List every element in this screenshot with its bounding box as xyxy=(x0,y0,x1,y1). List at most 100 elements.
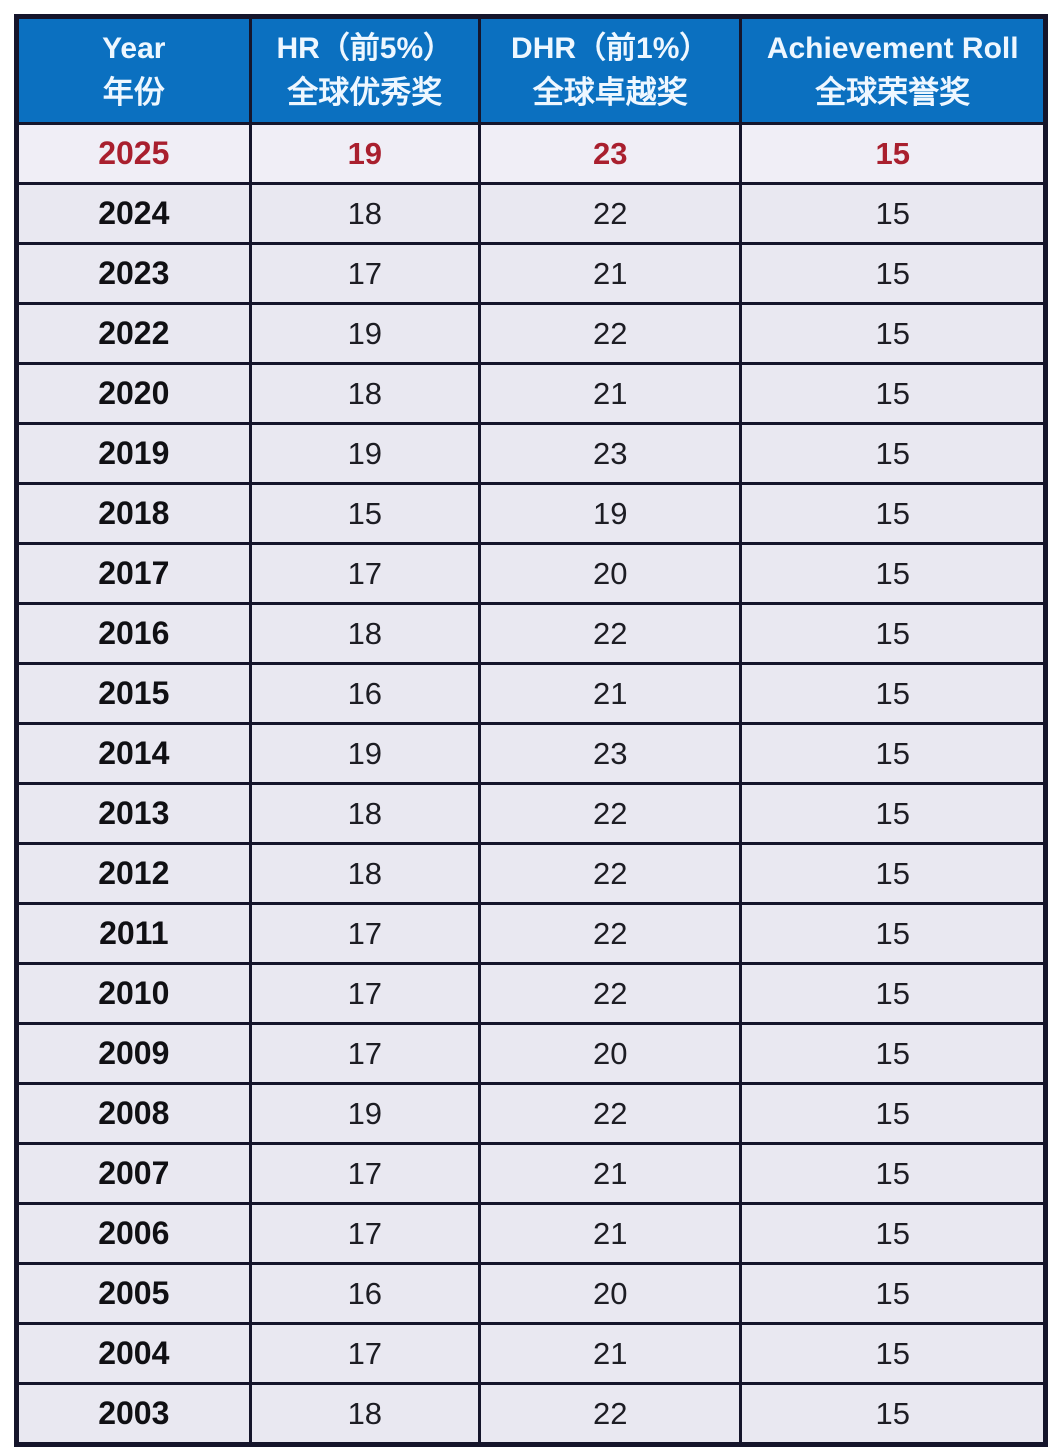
year-cell: 2018 xyxy=(15,482,252,545)
header-year-en: Year xyxy=(102,32,166,66)
table-row: 2012 18 22 15 xyxy=(15,842,1047,905)
awards-table: Year 年份 HR（前5%） 全球优秀奖 DHR（前1%） 全球卓越奖 Achieveme… xyxy=(14,14,1048,1447)
ar-cell: 15 xyxy=(739,662,1047,725)
hr-cell: 18 xyxy=(248,362,482,425)
hr-cell: 18 xyxy=(248,182,482,245)
header-year: Year 年份 xyxy=(15,15,252,125)
dhr-cell: 22 xyxy=(478,602,743,665)
header-year-zh: 年份 xyxy=(102,75,165,111)
ar-cell: 15 xyxy=(739,902,1047,965)
header-dhr-en: DHR（前1%） xyxy=(511,32,710,66)
ar-cell: 15 xyxy=(739,1022,1047,1085)
dhr-cell: 21 xyxy=(478,662,743,725)
year-cell: 2022 xyxy=(15,302,252,365)
year-cell: 2014 xyxy=(15,722,252,785)
header-ar-en: Achievement Roll xyxy=(766,32,1019,66)
hr-cell: 17 xyxy=(248,1022,482,1085)
dhr-cell: 22 xyxy=(478,1082,743,1145)
table-row: 2009 17 20 15 xyxy=(15,1022,1047,1085)
table-row: 2006 17 21 15 xyxy=(15,1202,1047,1265)
year-cell: 2016 xyxy=(15,602,252,665)
ar-cell: 15 xyxy=(739,182,1047,245)
ar-cell: 15 xyxy=(739,122,1047,185)
table-row: 2018 15 19 15 xyxy=(15,482,1047,545)
year-cell: 2007 xyxy=(15,1142,252,1205)
ar-cell: 15 xyxy=(739,1142,1047,1205)
table-row: 2015 16 21 15 xyxy=(15,662,1047,725)
year-cell: 2011 xyxy=(15,902,252,965)
year-cell: 2025 xyxy=(15,122,252,185)
dhr-cell: 23 xyxy=(478,122,743,185)
header-row: Year 年份 HR（前5%） 全球优秀奖 DHR（前1%） 全球卓越奖 Achieveme… xyxy=(15,15,1047,125)
header-ar: Achievement Roll 全球荣誉奖 xyxy=(739,15,1047,125)
year-cell: 2012 xyxy=(15,842,252,905)
dhr-cell: 22 xyxy=(478,182,743,245)
table-row: 2010 17 22 15 xyxy=(15,962,1047,1025)
ar-cell: 15 xyxy=(739,962,1047,1025)
table-row: 2017 17 20 15 xyxy=(15,542,1047,605)
header-dhr: DHR（前1%） 全球卓越奖 xyxy=(478,15,743,125)
ar-cell: 15 xyxy=(739,1202,1047,1265)
hr-cell: 19 xyxy=(248,1082,482,1145)
table-row: 2024 18 22 15 xyxy=(15,182,1047,245)
hr-cell: 17 xyxy=(248,1322,482,1385)
table-row: 2008 19 22 15 xyxy=(15,1082,1047,1145)
year-cell: 2020 xyxy=(15,362,252,425)
ar-cell: 15 xyxy=(739,302,1047,365)
ar-cell: 15 xyxy=(739,1322,1047,1385)
table-row: 2004 17 21 15 xyxy=(15,1322,1047,1385)
year-cell: 2013 xyxy=(15,782,252,845)
ar-cell: 15 xyxy=(739,1082,1047,1145)
dhr-cell: 22 xyxy=(478,302,743,365)
ar-cell: 15 xyxy=(739,722,1047,785)
hr-cell: 19 xyxy=(248,422,482,485)
table-row: 2019 19 23 15 xyxy=(15,422,1047,485)
dhr-cell: 22 xyxy=(478,1382,743,1446)
dhr-cell: 22 xyxy=(478,902,743,965)
dhr-cell: 23 xyxy=(478,722,743,785)
ar-cell: 15 xyxy=(739,482,1047,545)
dhr-cell: 20 xyxy=(478,542,743,605)
year-cell: 2017 xyxy=(15,542,252,605)
dhr-cell: 21 xyxy=(478,1322,743,1385)
table-body: 2025 19 23 15 2024 18 22 15 2023 17 21 15 2022 19 22 15… xyxy=(15,122,1047,1446)
table-row: 2003 18 22 15 xyxy=(15,1382,1047,1446)
hr-cell: 19 xyxy=(248,302,482,365)
dhr-cell: 19 xyxy=(478,482,743,545)
table-row: 2007 17 21 15 xyxy=(15,1142,1047,1205)
dhr-cell: 22 xyxy=(478,962,743,1025)
dhr-cell: 21 xyxy=(478,362,743,425)
ar-cell: 15 xyxy=(739,842,1047,905)
dhr-cell: 23 xyxy=(478,422,743,485)
year-cell: 2015 xyxy=(15,662,252,725)
hr-cell: 17 xyxy=(248,1142,482,1205)
hr-cell: 16 xyxy=(248,1262,482,1325)
dhr-cell: 21 xyxy=(478,242,743,305)
hr-cell: 17 xyxy=(248,1202,482,1265)
hr-cell: 17 xyxy=(248,962,482,1025)
header-ar-zh: 全球荣誉奖 xyxy=(815,75,971,111)
ar-cell: 15 xyxy=(739,602,1047,665)
dhr-cell: 20 xyxy=(478,1262,743,1325)
table-row: 2023 17 21 15 xyxy=(15,242,1047,305)
table-row: 2011 17 22 15 xyxy=(15,902,1047,965)
hr-cell: 19 xyxy=(248,122,482,185)
header-dhr-zh: 全球卓越奖 xyxy=(532,75,688,111)
ar-cell: 15 xyxy=(739,1262,1047,1325)
header-hr-zh: 全球优秀奖 xyxy=(287,75,443,111)
dhr-cell: 21 xyxy=(478,1142,743,1205)
ar-cell: 15 xyxy=(739,782,1047,845)
year-cell: 2003 xyxy=(15,1382,252,1446)
table-row: 2016 18 22 15 xyxy=(15,602,1047,665)
ar-cell: 15 xyxy=(739,542,1047,605)
dhr-cell: 22 xyxy=(478,782,743,845)
year-cell: 2019 xyxy=(15,422,252,485)
header-hr: HR（前5%） 全球优秀奖 xyxy=(248,15,482,125)
table-row: 2025 19 23 15 xyxy=(15,122,1047,185)
hr-cell: 18 xyxy=(248,602,482,665)
table-row: 2022 19 22 15 xyxy=(15,302,1047,365)
table-row: 2005 16 20 15 xyxy=(15,1262,1047,1325)
hr-cell: 18 xyxy=(248,842,482,905)
table-row: 2020 18 21 15 xyxy=(15,362,1047,425)
